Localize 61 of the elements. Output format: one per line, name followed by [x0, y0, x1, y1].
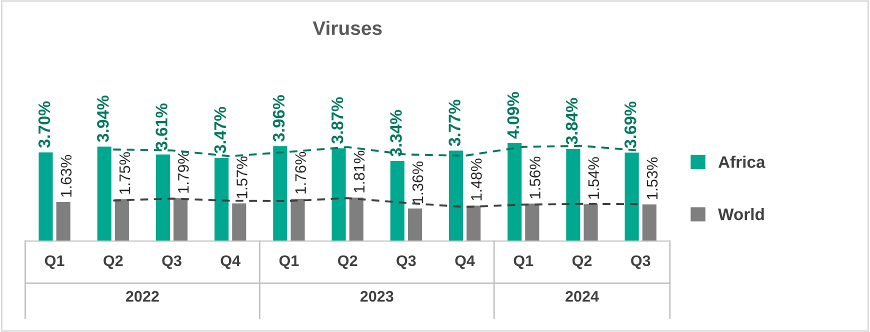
bar: [290, 198, 305, 242]
x-tick-label: Q2: [104, 255, 123, 269]
data-label: 3.94%: [97, 96, 109, 142]
x-tick-label: Q3: [396, 255, 416, 269]
bar: [56, 202, 70, 242]
data-label: 1.36%: [412, 161, 424, 204]
data-label: 3.47%: [214, 106, 226, 154]
data-label: 1.76%: [295, 152, 306, 194]
bar: [408, 208, 422, 242]
bar: [642, 204, 656, 242]
data-label: 1.54%: [588, 157, 600, 199]
data-label: 3.69%: [624, 102, 636, 148]
bar: [624, 152, 639, 242]
x-tick-label: Q2: [572, 255, 592, 269]
bar: [584, 204, 598, 242]
data-label: 1.48%: [471, 158, 482, 200]
data-label: 3.70%: [38, 101, 50, 148]
data-label: 3.96%: [272, 95, 285, 142]
bar: [448, 150, 464, 242]
data-label: 3.87%: [331, 97, 344, 144]
data-label: 3.77%: [448, 100, 460, 146]
x-tick-label: Q2: [338, 255, 358, 269]
data-label: 1.79%: [178, 151, 189, 193]
x-tick-label: Q4: [455, 255, 475, 269]
bar: [97, 146, 112, 242]
bar: [566, 149, 580, 242]
bar: [214, 158, 229, 242]
bar: [232, 203, 246, 242]
legend-label: Africa: [718, 156, 766, 168]
bar: [332, 148, 346, 242]
bar: [156, 154, 170, 242]
x-tick-label: Q1: [44, 255, 64, 269]
data-label: 1.56%: [530, 156, 540, 198]
bar: [466, 206, 481, 242]
bar: [273, 146, 288, 242]
data-label: 3.34%: [390, 110, 402, 156]
x-tick-label: Q1: [279, 255, 299, 269]
bar: [38, 152, 53, 242]
x-tick-label: Q3: [631, 255, 650, 269]
bar: [349, 198, 364, 242]
data-label: 1.75%: [119, 152, 130, 194]
bar: [174, 198, 188, 242]
data-label: 1.53%: [646, 157, 658, 200]
data-label: 1.63%: [60, 155, 72, 197]
bar: [114, 199, 129, 242]
x-tick-label: Q1: [514, 255, 534, 269]
x-tick-label: Q4: [220, 255, 240, 269]
text: 2024: [566, 290, 599, 302]
data-label: 3.61%: [156, 104, 168, 150]
data-label: 1.57%: [236, 156, 248, 198]
data-label: 3.84%: [566, 98, 578, 144]
data-label: 1.81%: [354, 150, 365, 192]
bar: [525, 204, 540, 242]
bar: [390, 160, 404, 242]
text: 2023: [360, 290, 394, 302]
chart-title: Viruses: [312, 20, 382, 36]
text: 2022: [126, 290, 159, 302]
data-label: 4.09%: [507, 92, 520, 139]
bar: [508, 143, 522, 242]
x-tick-label: Q3: [162, 255, 182, 269]
legend-label: World: [718, 208, 764, 220]
